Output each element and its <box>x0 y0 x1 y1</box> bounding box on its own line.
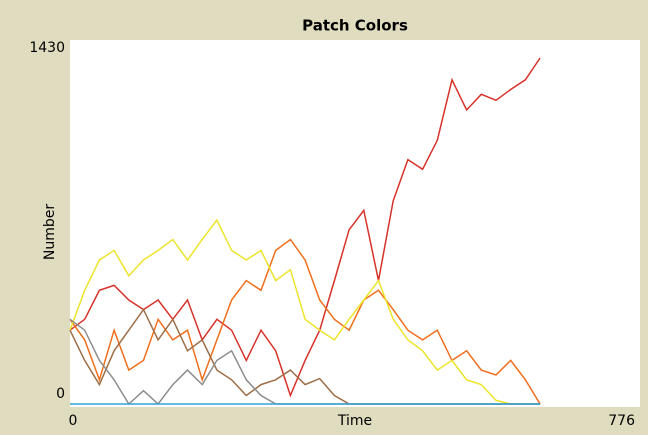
y-axis-label: Number <box>42 204 58 260</box>
y-tick-label: 0 <box>56 386 65 402</box>
series-line <box>69 238 541 405</box>
series-line <box>69 57 541 398</box>
x-axis-label: Time <box>337 413 372 429</box>
x-tick-label: 0 <box>69 413 78 429</box>
series-line <box>69 218 541 405</box>
x-tick-label: 776 <box>608 413 635 429</box>
plot-area <box>70 40 640 407</box>
y-tick-label: 1430 <box>29 40 65 56</box>
chart-title: Patch Colors <box>302 17 408 35</box>
